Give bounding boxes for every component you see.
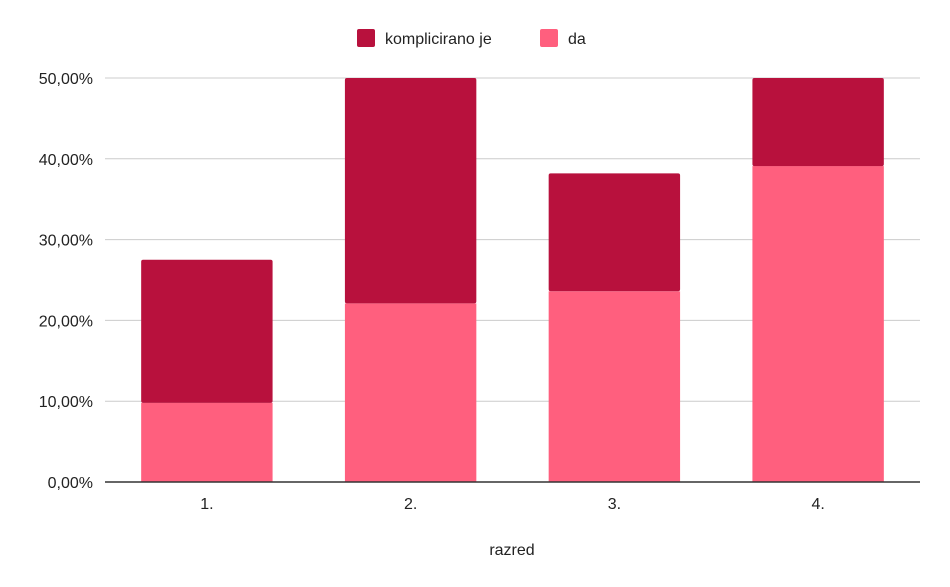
bar-komplicirano-je-2 bbox=[344, 78, 477, 304]
x-axis-tick-labels: 1. 2. 3. 4. bbox=[200, 496, 825, 513]
legend: komplicirano je da bbox=[357, 29, 586, 48]
legend-swatch-komplicirano-je bbox=[357, 29, 375, 47]
legend-swatch-da bbox=[540, 29, 558, 47]
x-tick-label: 2. bbox=[404, 496, 417, 513]
bar-da-3 bbox=[548, 291, 681, 482]
x-tick-label: 3. bbox=[608, 496, 621, 513]
y-tick-label: 40,00% bbox=[39, 152, 93, 169]
bar-da-1 bbox=[141, 402, 273, 482]
x-tick-label: 1. bbox=[200, 496, 213, 513]
y-tick-label: 20,00% bbox=[39, 313, 93, 330]
bar-komplicirano-je-1 bbox=[141, 259, 273, 403]
bar-komplicirano-je-3 bbox=[548, 173, 681, 292]
x-tick-label: 4. bbox=[811, 496, 824, 513]
bar-da-2 bbox=[344, 303, 477, 482]
bar-da-4 bbox=[752, 166, 884, 482]
y-tick-label: 10,00% bbox=[39, 394, 93, 411]
x-axis-title: razred bbox=[489, 542, 534, 559]
bar-komplicirano-je-4 bbox=[752, 78, 884, 167]
y-tick-label: 0,00% bbox=[48, 475, 93, 492]
y-axis-tick-labels: 0,00% 10,00% 20,00% 30,00% 40,00% 50,00% bbox=[39, 71, 93, 492]
bars bbox=[141, 78, 884, 482]
y-tick-label: 50,00% bbox=[39, 71, 93, 88]
legend-label-da: da bbox=[568, 31, 586, 48]
y-tick-label: 30,00% bbox=[39, 233, 93, 250]
legend-label-komplicirano-je: komplicirano je bbox=[385, 31, 492, 48]
